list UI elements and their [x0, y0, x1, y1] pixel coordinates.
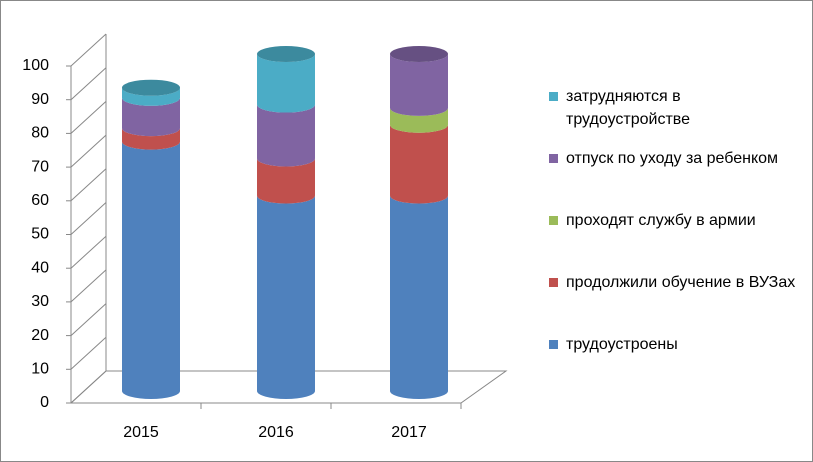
cylinder-segment: [257, 104, 315, 167]
y-tick-label: 80: [31, 125, 49, 142]
y-tick-label: 70: [31, 158, 49, 175]
legend-label: трудоустроены: [566, 336, 678, 353]
grid-line: [70, 134, 107, 168]
legend-entry: продолжили обучение в ВУЗах: [549, 271, 799, 294]
y-tick-label: 40: [31, 259, 49, 276]
legend-swatch: [549, 154, 558, 163]
legend-label: отпуск по уходу за ребенком: [566, 150, 779, 167]
y-tick-label: 20: [31, 327, 49, 344]
y-tick-label: 90: [31, 91, 49, 108]
x-tick-label: 2015: [123, 424, 159, 441]
cylinder-top: [390, 46, 448, 62]
legend-swatch: [549, 92, 558, 101]
cylinder-segment: [122, 87, 180, 106]
cylinder-segment: [257, 54, 315, 113]
cylinder-top: [122, 79, 180, 96]
grid-line: [70, 269, 107, 303]
cylinder-segment: [257, 195, 315, 399]
legend-label: затрудняются в трудоустройстве: [566, 88, 690, 128]
cylinder-segment: [390, 107, 448, 133]
legend-label: проходят службу в армии: [566, 212, 756, 229]
grid-line: [70, 101, 107, 134]
grid-line: [70, 303, 107, 336]
y-tick-label: 0: [40, 394, 49, 411]
grid-line: [70, 336, 107, 370]
cylinder-segment: [390, 124, 448, 204]
grid-line: [70, 370, 107, 404]
y-tick-label: 60: [31, 192, 49, 209]
cylinder-segment: [122, 141, 180, 399]
cylinder-segment: [257, 158, 315, 204]
legend-swatch: [549, 216, 558, 225]
cylinder-segment: [122, 97, 180, 137]
legend-swatch: [549, 278, 558, 287]
x-tick-label: 2016: [258, 424, 294, 441]
cylinder-segment: [390, 54, 448, 116]
grid-line: [70, 67, 107, 101]
legend-entry: отпуск по уходу за ребенком: [549, 147, 799, 170]
x-tick-label: 2017: [391, 424, 427, 441]
legend-entry: трудоустроены: [549, 333, 799, 356]
grid-line: [70, 33, 107, 67]
y-tick-label: 50: [31, 226, 49, 243]
cylinder-top: [257, 46, 315, 62]
grid-line: [70, 235, 107, 269]
cylinder-segment: [390, 195, 448, 399]
grid-line: [70, 202, 107, 235]
legend-label: продолжили обучение в ВУЗах: [566, 274, 796, 291]
y-tick-label: 30: [31, 293, 49, 310]
legend-swatch: [549, 340, 558, 349]
legend-entry: проходят службу в армии: [549, 209, 799, 232]
cylinder-segment: [122, 128, 180, 150]
legend-entry: затрудняются в трудоустройстве: [549, 85, 799, 131]
y-tick-label: 10: [31, 361, 49, 378]
y-tick-label: 100: [22, 57, 49, 74]
grid-line: [70, 168, 107, 202]
